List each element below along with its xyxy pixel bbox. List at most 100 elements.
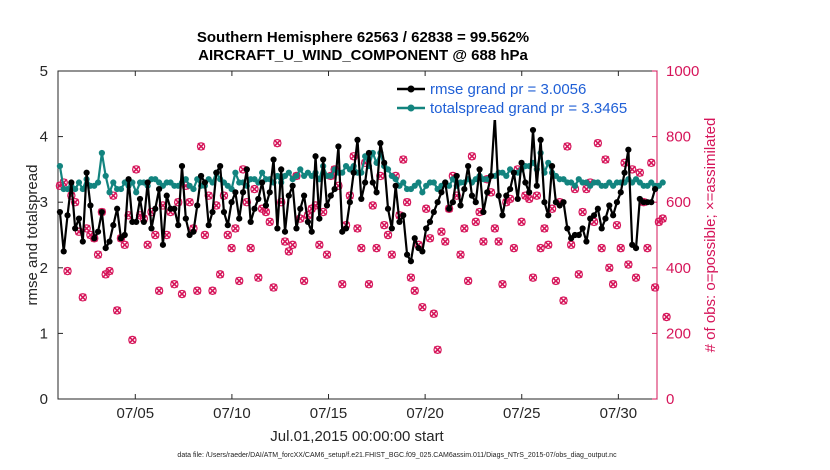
rmse-point (430, 208, 437, 216)
obs-possible-point (63, 266, 72, 276)
obs-assimilated-point (662, 313, 671, 321)
obs-possible-point (540, 224, 549, 233)
totalspread-point (392, 176, 399, 183)
obs-assimilated-point (636, 168, 644, 177)
rmse-point (442, 179, 449, 186)
rmse-point (468, 192, 476, 199)
legend-spread-marker (407, 104, 415, 112)
rmse-point (369, 179, 376, 186)
obs-assimilated-point (143, 241, 152, 249)
rmse-point (289, 182, 296, 189)
obs-assimilated-point (517, 218, 526, 226)
obs-possible-point (177, 289, 187, 299)
y-tick-label: 1 (40, 325, 48, 342)
rmse-point (373, 189, 380, 196)
rmse-point (255, 195, 262, 203)
rmse-point (476, 166, 483, 173)
rmse-point (495, 192, 502, 199)
obs-assimilated-point (563, 142, 572, 151)
rmse-point (575, 231, 582, 239)
obs-possible-point (399, 155, 408, 164)
obs-assimilated-point (388, 250, 396, 259)
obs-possible-point (208, 286, 217, 295)
obs-possible-point (616, 243, 625, 253)
rmse-point (354, 136, 361, 143)
rmse-point (247, 218, 254, 225)
obs-possible-point (322, 250, 332, 259)
rmse-point (613, 199, 621, 206)
obs-assimilated-point (231, 224, 240, 233)
y2-tick-label: 0 (666, 391, 674, 408)
obs-possible-point (425, 234, 435, 243)
totalspread-point (79, 185, 86, 193)
obs-assimilated-point (63, 267, 72, 275)
rmse-point (278, 166, 285, 173)
rmse-point (606, 202, 613, 209)
rmse-point (259, 179, 266, 186)
rmse-point (445, 205, 453, 212)
rmse-point (564, 225, 571, 232)
obs-possible-point (635, 168, 645, 177)
obs-possible-point (605, 263, 614, 272)
obs-assimilated-point (525, 195, 533, 203)
legend-spread-label: totalspread grand pr = 3.3465 (430, 100, 627, 117)
rmse-point (335, 143, 342, 150)
rmse-point (323, 202, 331, 209)
rmse-point (197, 172, 205, 180)
rmse-point (327, 192, 334, 199)
totalspread-point (297, 166, 304, 173)
obs-assimilated-point (658, 214, 667, 223)
rmse-point (297, 205, 304, 212)
totalspread-point (56, 163, 64, 170)
rmse-point (388, 225, 395, 232)
rmse-point (217, 163, 224, 170)
obs-assimilated-point (170, 280, 179, 288)
totalspread-point (102, 172, 109, 180)
rmse-point (526, 189, 533, 196)
rmse-point (541, 199, 548, 206)
rmse-point (457, 202, 464, 209)
obs-possible-point (532, 191, 542, 200)
rmse-point (419, 248, 426, 255)
obs-assimilated-point (132, 165, 140, 174)
obs-possible-point (349, 152, 358, 161)
rmse-point (64, 212, 71, 219)
obs-possible-point (498, 280, 507, 289)
obs-assimilated-point (128, 336, 137, 344)
obs-assimilated-point (201, 231, 209, 239)
obs-possible-point (643, 243, 652, 253)
rmse-point (480, 208, 487, 216)
obs-possible-point (387, 250, 397, 259)
rmse-point (377, 140, 384, 147)
rmse-point (213, 169, 220, 176)
rmse-point (331, 185, 338, 193)
obs-assimilated-point (319, 208, 327, 216)
obs-assimilated-point (578, 208, 587, 216)
obs-possible-point (437, 227, 446, 236)
obs-possible-point (280, 237, 290, 246)
obs-assimilated-point (533, 191, 541, 200)
obs-possible-point (517, 217, 526, 227)
rmse-point (651, 185, 659, 193)
obs-possible-point (143, 240, 152, 250)
rmse-point (621, 169, 628, 176)
obs-possible-point (196, 142, 206, 151)
chart-title-line1: Southern Hemisphere 62563 / 62838 = 99.5… (197, 29, 529, 46)
rmse-point (98, 208, 105, 216)
obs-assimilated-point (437, 227, 446, 236)
obs-assimilated-point (155, 286, 163, 295)
rmse-point (243, 166, 250, 173)
obs-assimilated-point (410, 286, 419, 295)
obs-possible-point (429, 309, 439, 318)
obs-assimilated-point (651, 283, 659, 292)
rmse-point (106, 238, 113, 245)
obs-possible-point (330, 165, 339, 174)
totalspread-point (384, 166, 392, 173)
obs-assimilated-point (315, 241, 324, 249)
rmse-point (148, 225, 155, 232)
obs-assimilated-point (494, 237, 503, 246)
obs-assimilated-point (544, 241, 553, 249)
x-tick-label: 07/05 (117, 405, 155, 422)
rmse-point (156, 185, 163, 193)
obs-assimilated-point (193, 286, 202, 295)
